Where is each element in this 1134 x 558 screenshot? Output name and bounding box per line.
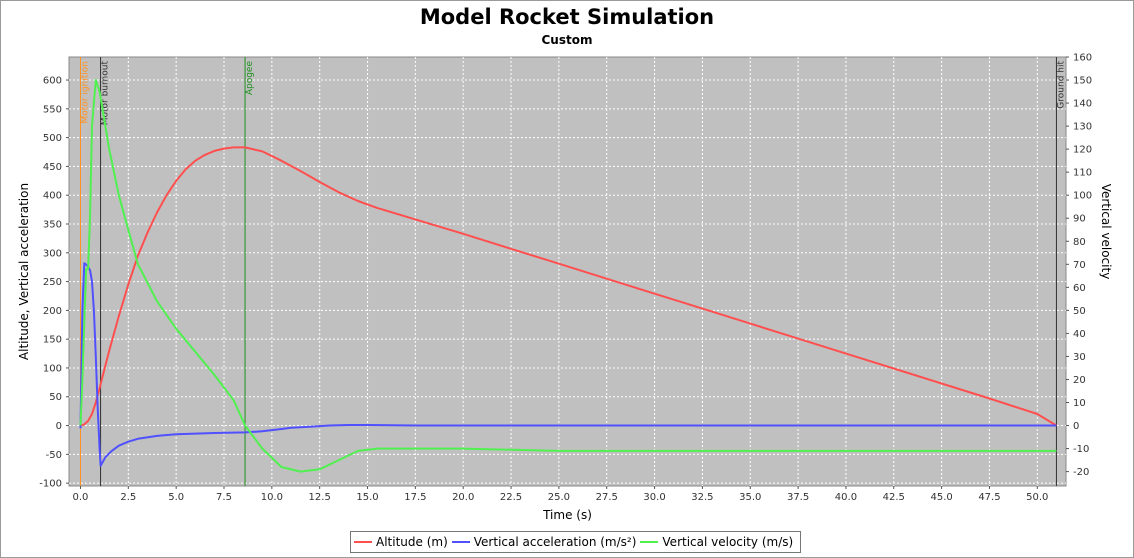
x-tick-label: 12.5 [309, 492, 331, 503]
x-tick-label: 15.0 [356, 492, 378, 503]
x-tick-label: 10.0 [261, 492, 283, 503]
event-marker-label: Apogee [245, 61, 255, 96]
y2-tick-label: 150 [1073, 76, 1092, 87]
y2-tick-label: 130 [1073, 122, 1092, 133]
y2-tick-label: 40 [1073, 329, 1086, 340]
y-tick-label: 200 [43, 306, 62, 317]
y-tick-label: 500 [43, 133, 62, 144]
y-tick-label: 550 [43, 104, 62, 115]
y2-axis-title: Vertical velocity [1099, 184, 1113, 280]
grid-layer [69, 57, 1066, 486]
plot-area [68, 56, 1067, 487]
y-tick-label: -100 [39, 479, 62, 490]
series-line [80, 146, 1057, 427]
y-tick-label: 50 [49, 392, 62, 403]
x-axis-title: Time (s) [542, 508, 592, 522]
y2-tick-label: 10 [1073, 398, 1086, 409]
y2-tick-label: 90 [1073, 214, 1086, 225]
y-tick-label: 450 [43, 162, 62, 173]
y-tick-label: 600 [43, 76, 62, 87]
legend-swatch [451, 541, 470, 543]
y2-tick-label: 30 [1073, 352, 1086, 363]
legend-item: Altitude (m) [354, 535, 448, 549]
y2-tick-label: 60 [1073, 283, 1086, 294]
event-marker-label: Ground hit [1056, 61, 1066, 109]
x-tick-label: 40.0 [835, 492, 857, 503]
y-tick-label: 250 [43, 277, 62, 288]
x-tick-label: 5.0 [168, 492, 184, 503]
y2-tick-label: -20 [1073, 467, 1089, 478]
y-tick-label: 400 [43, 191, 62, 202]
series-line [79, 262, 1057, 467]
chart-subtitle: Custom [541, 33, 593, 47]
x-tick-label: 32.5 [691, 492, 713, 503]
chart-title: Model Rocket Simulation [419, 5, 715, 29]
y2-tick-label: 20 [1073, 375, 1086, 386]
legend-label: Vertical velocity (m/s) [662, 535, 794, 549]
legend-label: Altitude (m) [376, 535, 448, 549]
legend-item: Vertical acceleration (m/s²) [451, 535, 637, 549]
y-tick-label: 100 [43, 363, 62, 374]
x-tick-label: 2.5 [120, 492, 136, 503]
y-tick-label: -50 [46, 450, 62, 461]
y2-tick-label: 120 [1073, 145, 1092, 156]
x-tick-label: 0.0 [73, 492, 89, 503]
y2-tick-label: 0 [1073, 421, 1079, 432]
series-line [79, 79, 1057, 473]
y-tick-label: 0 [56, 421, 62, 432]
x-tick-label: 17.5 [404, 492, 426, 503]
y-axis-title: Altitude, Vertical acceleration [17, 183, 31, 360]
legend-swatch [640, 541, 659, 543]
y-tick-label: 150 [43, 335, 62, 346]
y2-tick-label: 50 [1073, 306, 1086, 317]
legend-label: Vertical acceleration (m/s²) [473, 535, 637, 549]
y2-tick-label: 80 [1073, 237, 1086, 248]
y2-tick-label: 70 [1073, 260, 1086, 271]
event-marker-label: Motor burnout [101, 61, 111, 126]
x-tick-label: 47.5 [978, 492, 1000, 503]
x-tick-label: 22.5 [500, 492, 522, 503]
legend-swatch [354, 541, 372, 543]
y2-tick-label: 100 [1073, 191, 1092, 202]
x-tick-label: 42.5 [883, 492, 905, 503]
x-tick-label: 25.0 [548, 492, 570, 503]
legend-item: Vertical velocity (m/s) [640, 535, 793, 549]
y2-tick-label: 110 [1073, 168, 1092, 179]
x-tick-label: 37.5 [787, 492, 809, 503]
x-tick-label: 45.0 [930, 492, 952, 503]
event-marker-label: Motor ignition [80, 61, 90, 124]
x-tick-label: 20.0 [452, 492, 474, 503]
y-tick-label: 350 [43, 219, 62, 230]
x-tick-label: 30.0 [643, 492, 665, 503]
series-layer [79, 79, 1057, 473]
y2-tick-label: -10 [1073, 444, 1089, 455]
y-tick-label: 300 [43, 248, 62, 259]
x-tick-label: 7.5 [216, 492, 232, 503]
event-marker-layer: Motor ignition Motor burnout Apogee Ground … [79, 57, 1066, 486]
y2-tick-label: 140 [1073, 99, 1092, 110]
x-tick-label: 50.0 [1026, 492, 1048, 503]
axis-layer: 0.0 2.5 5.0 7.5 10.0 12.5 15.0 17.5 20.0 22.5 25.0… [39, 53, 1092, 504]
legend: Altitude (m) Vertical acceleration (m/s²)… [350, 531, 802, 553]
y2-tick-label: 160 [1073, 53, 1092, 64]
x-tick-label: 35.0 [739, 492, 761, 503]
x-tick-label: 27.5 [596, 492, 618, 503]
